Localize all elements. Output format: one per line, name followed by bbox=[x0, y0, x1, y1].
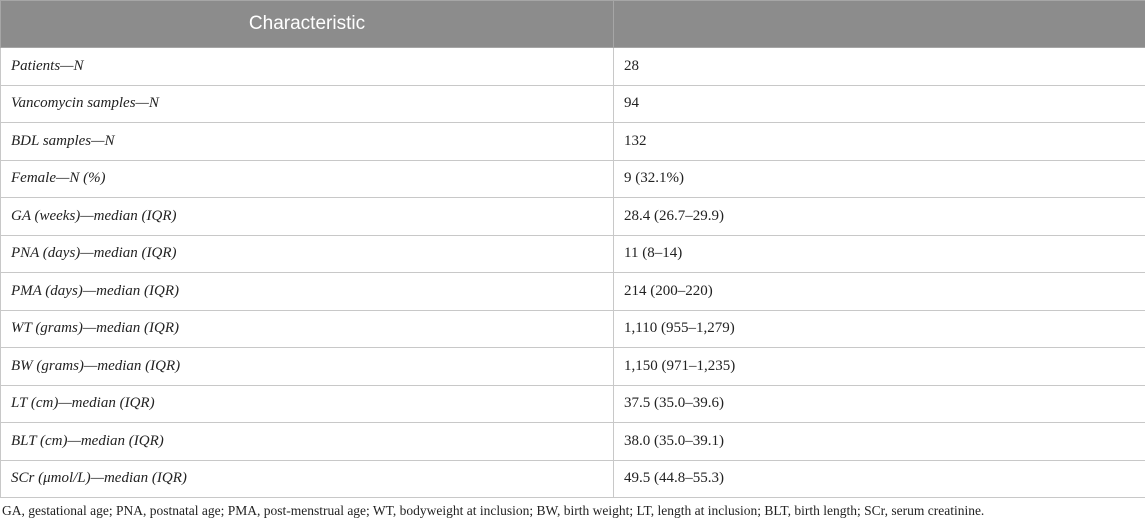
table-row: Vancomycin samples—N 94 bbox=[0, 84, 1145, 123]
value-cell: 214 (200–220) bbox=[613, 272, 1145, 311]
table-row: Patients—N 28 bbox=[0, 47, 1145, 86]
value-cell: 28.4 (26.7–29.9) bbox=[613, 197, 1145, 236]
characteristic-cell: BLT (cm)—median (IQR) bbox=[0, 422, 614, 461]
value-cell: 1,110 (955–1,279) bbox=[613, 309, 1145, 348]
table-row: BDL samples—N 132 bbox=[0, 122, 1145, 161]
value-cell: 94 bbox=[613, 84, 1145, 123]
table-row: Female—N (%) 9 (32.1%) bbox=[0, 159, 1145, 198]
characteristics-table: Characteristic Patients—N 28 Vancomycin sa… bbox=[0, 0, 1145, 498]
characteristic-cell: Vancomycin samples—N bbox=[0, 84, 614, 123]
value-cell: 9 (32.1%) bbox=[613, 159, 1145, 198]
value-cell: 37.5 (35.0–39.6) bbox=[613, 384, 1145, 423]
table-row: SCr (μmol/L)—median (IQR) 49.5 (44.8–55.3… bbox=[0, 459, 1145, 498]
table-row: PMA (days)—median (IQR) 214 (200–220) bbox=[0, 272, 1145, 311]
table-row: BLT (cm)—median (IQR) 38.0 (35.0–39.1) bbox=[0, 422, 1145, 461]
characteristic-cell: PNA (days)—median (IQR) bbox=[0, 234, 614, 273]
table-header-row: Characteristic bbox=[0, 0, 1145, 48]
table-row: PNA (days)—median (IQR) 11 (8–14) bbox=[0, 234, 1145, 273]
characteristic-cell: BW (grams)—median (IQR) bbox=[0, 347, 614, 386]
value-cell: 11 (8–14) bbox=[613, 234, 1145, 273]
characteristic-cell: GA (weeks)—median (IQR) bbox=[0, 197, 614, 236]
value-cell: 1,150 (971–1,235) bbox=[613, 347, 1145, 386]
table-row: LT (cm)—median (IQR) 37.5 (35.0–39.6) bbox=[0, 384, 1145, 423]
characteristic-cell: Female—N (%) bbox=[0, 159, 614, 198]
value-cell: 38.0 (35.0–39.1) bbox=[613, 422, 1145, 461]
characteristic-cell: BDL samples—N bbox=[0, 122, 614, 161]
value-cell: 28 bbox=[613, 47, 1145, 86]
table-row: BW (grams)—median (IQR) 1,150 (971–1,235) bbox=[0, 347, 1145, 386]
column-header-characteristic: Characteristic bbox=[0, 0, 614, 48]
characteristic-cell: LT (cm)—median (IQR) bbox=[0, 384, 614, 423]
characteristic-cell: SCr (μmol/L)—median (IQR) bbox=[0, 459, 614, 498]
table-footnote: GA, gestational age; PNA, postnatal age;… bbox=[2, 503, 985, 518]
value-cell: 132 bbox=[613, 122, 1145, 161]
value-cell: 49.5 (44.8–55.3) bbox=[613, 459, 1145, 498]
column-header-value bbox=[613, 0, 1145, 48]
characteristic-cell: Patients—N bbox=[0, 47, 614, 86]
table-row: WT (grams)—median (IQR) 1,110 (955–1,279) bbox=[0, 309, 1145, 348]
characteristic-cell: WT (grams)—median (IQR) bbox=[0, 309, 614, 348]
table-row: GA (weeks)—median (IQR) 28.4 (26.7–29.9) bbox=[0, 197, 1145, 236]
characteristic-cell: PMA (days)—median (IQR) bbox=[0, 272, 614, 311]
